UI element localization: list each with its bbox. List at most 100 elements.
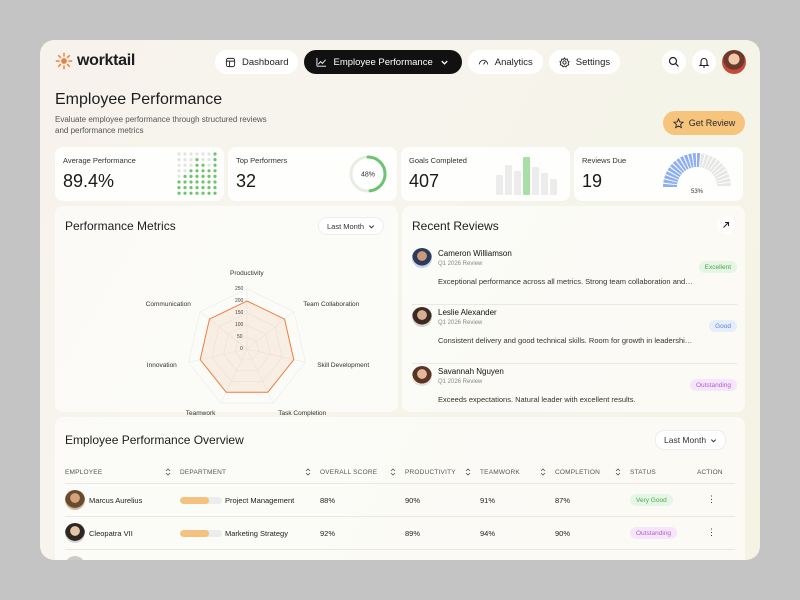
matrix-dot <box>189 191 193 195</box>
matrix-dot <box>195 180 199 184</box>
chart-line-icon <box>316 57 327 67</box>
matrix-dot <box>201 186 205 190</box>
overall-score: 88% <box>320 496 336 505</box>
gauge-segment <box>707 157 717 171</box>
matrix-dot <box>213 163 217 167</box>
matrix-dot <box>189 180 193 184</box>
employee-name: Marcus Aurelius <box>89 496 143 505</box>
radar-spoke <box>246 348 306 363</box>
gauge-segment <box>697 153 701 168</box>
sort-icon[interactable] <box>615 468 621 476</box>
matrix-dot <box>177 186 181 190</box>
notifications-button[interactable] <box>692 50 716 74</box>
matrix-dot <box>201 163 205 167</box>
expand-button[interactable] <box>717 216 735 234</box>
stat-goals-completed: Goals Completed 407 <box>401 147 570 201</box>
overview-period-dropdown[interactable]: Last Month <box>655 430 727 450</box>
gauge-segment <box>711 162 724 175</box>
matrix-dot <box>183 163 187 167</box>
divider <box>412 304 737 305</box>
matrix-dot <box>213 158 217 162</box>
matrix-dot <box>183 152 187 156</box>
stat-reviews-due: Reviews Due 19 53% <box>574 147 743 201</box>
row-divider <box>65 483 735 484</box>
sort-icon[interactable] <box>165 468 171 476</box>
matrix-dot <box>213 186 217 190</box>
review-badge: Excellent <box>698 261 737 273</box>
avatar <box>65 556 85 560</box>
stat-top-performers: Top Performers 32 48% <box>228 147 397 201</box>
review-item[interactable]: Cameron Williamson Q1 2026 Review Except… <box>412 248 737 300</box>
ring-label: 48% <box>361 172 375 179</box>
gear-icon <box>559 56 570 68</box>
gauge-segment <box>716 178 731 184</box>
search-icon <box>668 56 679 67</box>
column-header-productivity[interactable]: PRODUCTIVITY <box>405 469 456 476</box>
avatar <box>65 490 85 510</box>
column-header-employee[interactable]: EMPLOYEE <box>65 469 103 476</box>
sort-icon[interactable] <box>305 468 311 476</box>
nav-employee-performance-label: Employee Performance <box>333 56 433 68</box>
matrix-dot <box>189 186 193 190</box>
row-divider <box>65 549 735 550</box>
employee-name: Cleopatra VII <box>89 529 133 538</box>
matrix-dot <box>213 191 217 195</box>
review-item[interactable]: Leslie Alexander Q1 2026 Review Consiste… <box>412 307 737 359</box>
nav-dashboard[interactable]: Dashboard <box>215 50 299 74</box>
overall-score: 92% <box>320 529 336 538</box>
gauge-segment <box>665 171 680 180</box>
row-divider <box>65 516 735 517</box>
chevron-down-icon <box>441 60 448 65</box>
matrix-dot <box>177 158 181 162</box>
teamwork: 94% <box>480 529 496 538</box>
column-header-completion[interactable]: COMPLETION <box>555 469 600 476</box>
nav-settings[interactable]: Settings <box>548 50 621 74</box>
matrix-dot <box>207 152 211 156</box>
metrics-period-dropdown[interactable]: Last Month <box>318 217 385 235</box>
completion: 87% <box>555 496 571 505</box>
sort-icon[interactable] <box>465 468 471 476</box>
column-header-overall-score[interactable]: OVERALL SCORE <box>320 469 378 476</box>
matrix-dot <box>201 152 205 156</box>
column-header-status: STATUS <box>630 469 656 476</box>
avatar <box>412 366 432 386</box>
sort-icon[interactable] <box>390 468 396 476</box>
panel-title: Performance Metrics <box>65 219 176 233</box>
column-header-teamwork[interactable]: TEAMWORK <box>480 469 520 476</box>
matrix-dot <box>207 174 211 178</box>
get-review-button[interactable]: Get Review <box>663 111 745 135</box>
radar-tick-label: 200 <box>235 298 244 304</box>
matrix-dot <box>213 180 217 184</box>
dropdown-value: Last Month <box>664 435 707 445</box>
panel-title: Recent Reviews <box>412 219 499 233</box>
search-button[interactable] <box>662 50 686 74</box>
header-actions <box>662 50 746 74</box>
matrix-dot <box>189 169 193 173</box>
matrix-dot <box>189 163 193 167</box>
radar-axis-label: Team Collaboration <box>303 300 360 308</box>
panel-title: Employee Performance Overview <box>65 433 244 447</box>
brand-logo[interactable]: worktail <box>55 52 135 70</box>
review-name: Leslie Alexander <box>438 308 497 317</box>
nav-analytics[interactable]: Analytics <box>467 50 543 74</box>
row-menu-button[interactable]: ⋮ <box>707 527 716 537</box>
review-item[interactable]: Savannah Nguyen Q1 2026 Review Exceeds e… <box>412 366 737 418</box>
gauge-segment <box>676 158 687 172</box>
matrix-dot <box>183 158 187 162</box>
column-header-department[interactable]: DEPARTMENT <box>180 469 227 476</box>
app-window: worktail Dashboard Employee Performance … <box>40 40 760 560</box>
stat-value: 89.4% <box>63 171 115 191</box>
stat-value: 407 <box>409 171 440 191</box>
dashboard-icon <box>225 57 236 67</box>
sort-icon[interactable] <box>540 468 546 476</box>
gauge-segment <box>667 167 681 177</box>
nav-employee-performance[interactable]: Employee Performance <box>304 50 462 74</box>
user-avatar[interactable] <box>722 50 746 74</box>
matrix-dot <box>177 180 181 184</box>
row-menu-button[interactable]: ⋮ <box>707 494 716 504</box>
gauge-segment <box>714 170 728 179</box>
gauge-segment <box>715 173 730 182</box>
matrix-dot <box>201 158 205 162</box>
matrix-dot <box>189 158 193 162</box>
radar-series-area <box>199 300 295 393</box>
